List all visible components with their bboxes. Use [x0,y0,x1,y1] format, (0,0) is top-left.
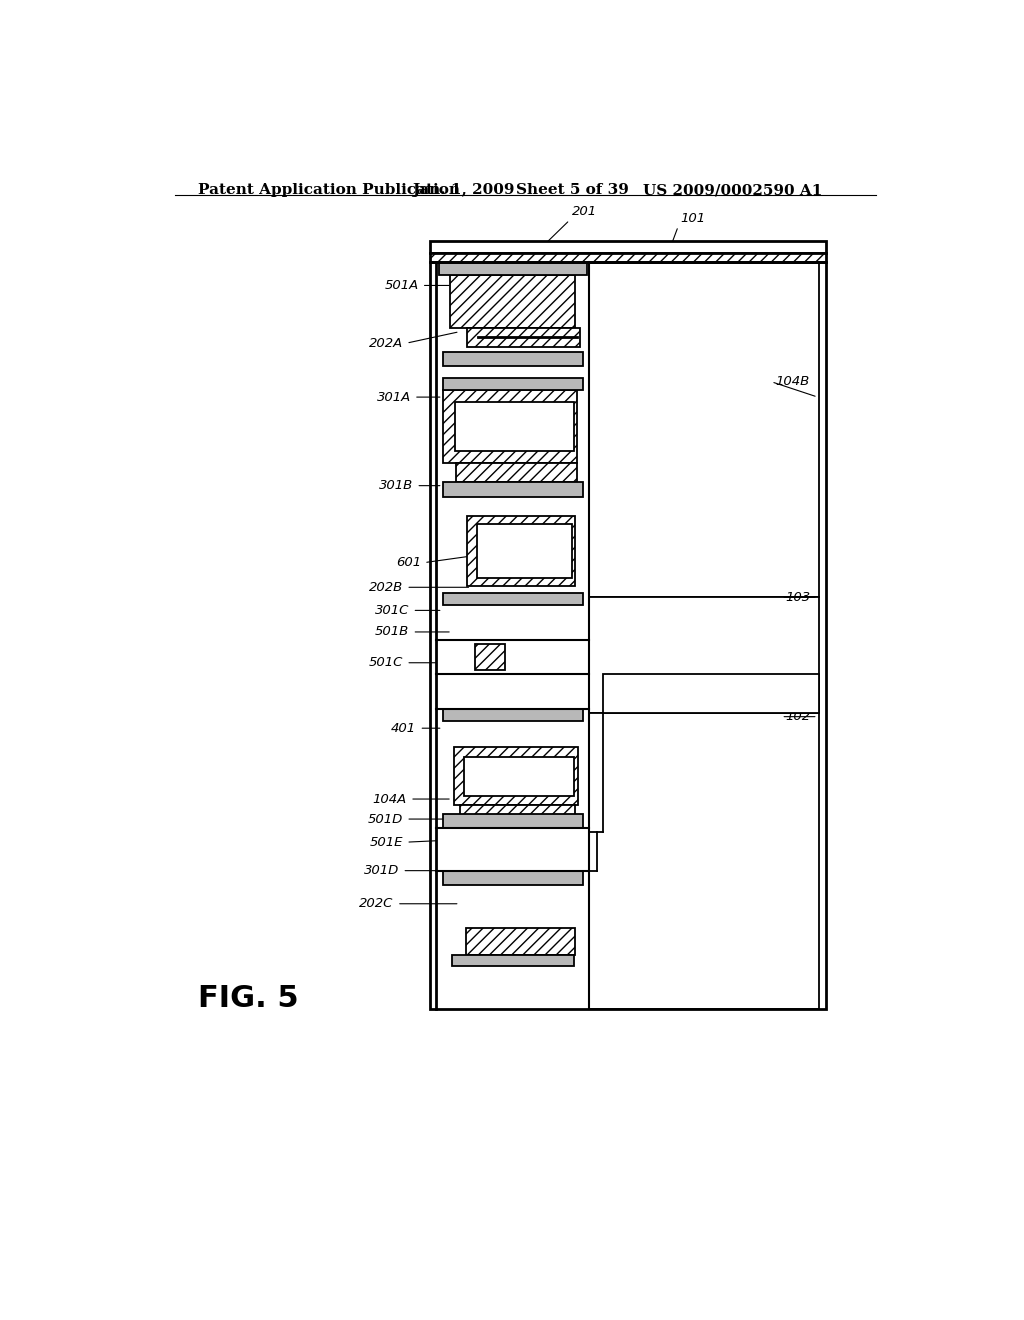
Bar [436,871,589,1010]
Bar [603,675,819,713]
Bar [454,747,578,805]
Bar [436,640,589,675]
Bar [467,516,575,586]
Bar [456,462,577,482]
Text: 501E: 501E [370,836,403,849]
Text: 301D: 301D [364,865,399,878]
Bar [438,263,587,275]
Text: Jan. 1, 2009: Jan. 1, 2009 [413,183,515,197]
Bar [451,275,575,327]
Bar [442,482,583,498]
Text: 501C: 501C [369,656,403,669]
Bar [467,327,580,347]
Text: 104A: 104A [373,792,407,805]
Bar [477,524,572,578]
Text: 301C: 301C [375,603,410,616]
Bar [442,709,583,721]
Bar [442,814,583,829]
Bar [436,263,589,1010]
Text: 202C: 202C [359,898,394,911]
Bar [466,928,575,956]
Text: 104B: 104B [775,375,809,388]
Text: 601: 601 [396,556,421,569]
Text: 202A: 202A [369,337,403,350]
Bar [442,593,583,605]
Bar [442,378,583,391]
Bar [430,263,825,1010]
Bar [442,391,577,462]
Text: 301B: 301B [379,479,414,492]
Text: US 2009/0002590 A1: US 2009/0002590 A1 [643,183,822,197]
Text: 401: 401 [391,722,417,735]
Bar [442,871,583,884]
Text: 501D: 501D [368,813,403,825]
Text: 202B: 202B [369,581,403,594]
Bar [436,709,589,829]
Text: 201: 201 [572,206,597,218]
Bar [475,644,505,671]
Text: Sheet 5 of 39: Sheet 5 of 39 [515,183,629,197]
Bar [589,713,819,1010]
Bar [430,240,825,253]
Bar [452,956,573,966]
Text: Patent Application Publication: Patent Application Publication [198,183,460,197]
Bar [442,352,583,367]
Text: 103: 103 [785,591,810,603]
Text: FIG. 5: FIG. 5 [198,985,298,1014]
Bar [436,829,589,871]
Bar [455,401,574,451]
Text: 101: 101 [681,213,706,226]
Bar [589,597,819,713]
Bar [464,756,574,796]
Bar [430,253,825,263]
Text: 501B: 501B [375,626,410,639]
Bar [460,805,575,818]
Text: 102: 102 [785,710,810,723]
Text: 301A: 301A [377,391,411,404]
Text: 501A: 501A [384,279,419,292]
Bar [589,263,819,598]
